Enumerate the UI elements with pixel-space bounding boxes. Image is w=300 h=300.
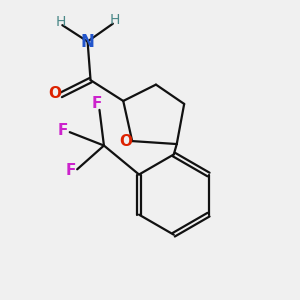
Text: N: N xyxy=(81,32,94,50)
Text: H: H xyxy=(109,13,119,27)
Text: O: O xyxy=(119,134,132,148)
Text: F: F xyxy=(65,163,76,178)
Text: F: F xyxy=(91,96,102,111)
Text: F: F xyxy=(58,123,68,138)
Text: H: H xyxy=(56,15,66,28)
Text: O: O xyxy=(48,86,62,101)
